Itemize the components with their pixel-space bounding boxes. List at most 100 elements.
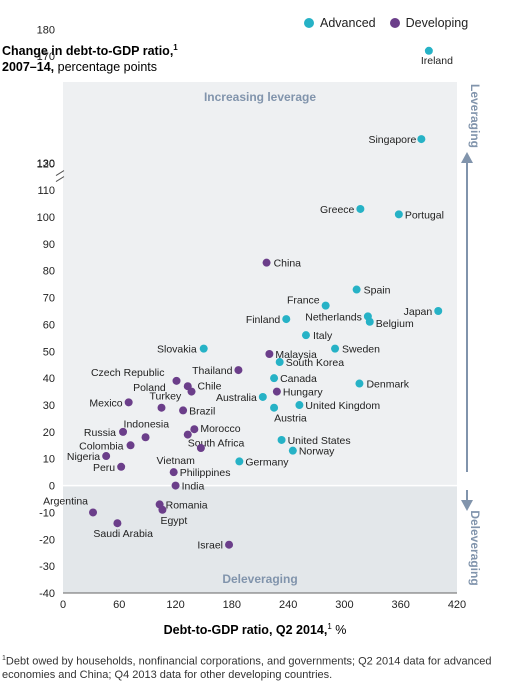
point-developing [119, 427, 128, 436]
point-label: Argentina [43, 495, 88, 507]
point-label: China [274, 258, 302, 270]
y-tick-label: 70 [43, 293, 55, 305]
point-label: Belgium [376, 318, 414, 330]
point-developing [117, 462, 126, 471]
arrow-down-icon [461, 500, 473, 511]
y-axis-title: Change in debt-to-GDP ratio,1 2007–14, p… [2, 40, 178, 75]
point-label: Colombia [79, 440, 124, 452]
legend-label-advanced: Advanced [320, 16, 376, 30]
x-axis-title: Debt-to-GDP ratio, Q2 2014,1 % [164, 622, 347, 637]
point-developing [265, 349, 274, 358]
y-tick-label: 120 [37, 158, 55, 170]
point-developing [102, 452, 111, 461]
point-developing [190, 425, 199, 434]
point-label: Thailand [192, 365, 232, 377]
point-advanced [331, 344, 340, 353]
point-label: Vietnam [157, 455, 196, 467]
point-advanced [417, 135, 426, 144]
footnote-sup: 1 [2, 655, 6, 662]
y-tick-label: 0 [49, 481, 55, 493]
point-label: South Africa [188, 438, 245, 450]
point-developing [171, 481, 180, 490]
y-tick-label: -30 [39, 561, 55, 573]
advanced-marker-icon [304, 18, 314, 28]
footnote-text: Debt owed by households, nonfinancial co… [2, 655, 492, 682]
point-advanced [199, 344, 208, 353]
point-developing [124, 398, 133, 407]
point-advanced [258, 392, 267, 401]
point-developing [157, 403, 166, 412]
scatter-plot: Increasing leverageDeleveraging180170130… [37, 24, 482, 637]
point-advanced [434, 307, 443, 316]
point-developing [234, 366, 243, 375]
point-label: Chile [198, 381, 222, 393]
x-tick-label: 180 [223, 599, 241, 611]
point-label: Sweden [342, 344, 380, 356]
point-advanced [235, 457, 244, 466]
leverage-region [63, 82, 457, 486]
point-label: Malaysia [275, 349, 317, 361]
point-label: Norway [299, 446, 335, 458]
point-label: Turkey [150, 391, 182, 403]
y-tick-label: 130 [37, 158, 55, 170]
legend: Advanced Developing [304, 16, 482, 30]
point-advanced [270, 374, 279, 383]
point-label: Portugal [405, 209, 444, 221]
y-tick-label: 20 [43, 427, 55, 439]
point-developing [126, 441, 135, 450]
arrow-up-icon [461, 152, 473, 163]
y-tick-label: 50 [43, 346, 55, 358]
side-label-leveraging: Leveraging [468, 84, 482, 148]
developing-marker-icon [389, 18, 400, 28]
region-label-bottom: Deleveraging [222, 572, 297, 586]
point-label: Saudi Arabia [93, 528, 153, 540]
point-advanced [282, 315, 291, 324]
x-tick-label: 60 [113, 599, 125, 611]
point-label: Peru [93, 462, 115, 474]
point-advanced [321, 301, 330, 310]
y-tick-label: 40 [43, 373, 55, 385]
region-label-top: Increasing leverage [204, 90, 316, 104]
y-tick-label: 180 [37, 24, 55, 36]
y-tick-label: 100 [37, 212, 55, 224]
point-label: Philippines [180, 467, 231, 479]
axis-break-icon [55, 170, 65, 182]
point-label: Slovakia [157, 344, 197, 356]
point-label: Netherlands [305, 311, 362, 323]
footnote: 1Debt owed by households, nonfinancial c… [2, 652, 507, 683]
point-developing [272, 387, 281, 396]
point-label: India [182, 481, 205, 493]
y-tick-label: 110 [37, 185, 55, 197]
point-label: Spain [364, 285, 391, 297]
y-title-unit: percentage points [54, 60, 157, 75]
y-title-sup: 1 [173, 43, 178, 52]
point-label: Hungary [283, 387, 323, 399]
point-label: Finland [246, 314, 281, 326]
point-label: Ireland [421, 55, 453, 67]
point-developing [225, 540, 234, 549]
point-advanced [365, 317, 374, 326]
point-label: Japan [404, 306, 433, 318]
y-tick-label: 170 [37, 51, 55, 63]
x-tick-label: 120 [166, 599, 184, 611]
point-label: Morocco [200, 423, 240, 435]
point-label: France [287, 295, 320, 307]
point-developing [169, 468, 178, 477]
legend-label-developing: Developing [405, 16, 469, 30]
point-label: Nigeria [67, 451, 100, 463]
legend-item-developing: Developing [389, 16, 469, 30]
point-developing [141, 433, 150, 442]
point-label: Russia [84, 427, 116, 439]
y-tick-label: 10 [43, 454, 55, 466]
point-label: Czech Republic [91, 367, 165, 379]
point-label: Israel [197, 540, 223, 552]
point-advanced [394, 210, 403, 219]
point-label: Italy [313, 330, 333, 342]
point-label: Romania [166, 499, 208, 511]
point-label: Egypt [160, 515, 187, 527]
x-tick-label: 420 [448, 599, 466, 611]
point-developing [183, 430, 192, 439]
x-tick-label: 300 [335, 599, 353, 611]
point-advanced [352, 285, 361, 294]
